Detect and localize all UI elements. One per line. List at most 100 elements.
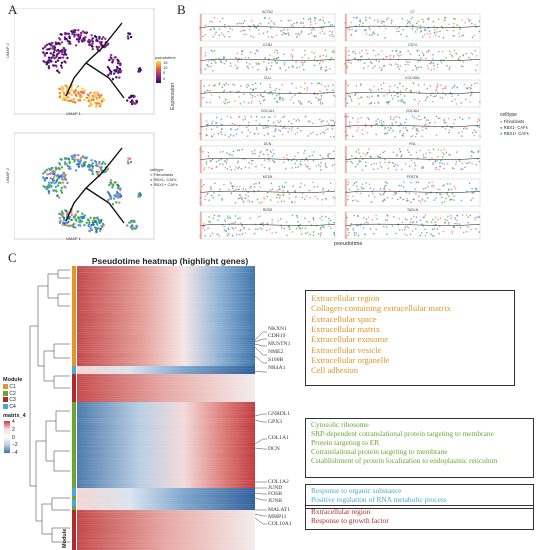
gene-label: GPX3 [268,418,282,425]
panel-b-label: B [177,2,186,17]
facet-title: CLU [264,76,271,80]
go-term: Rxtracellular region [311,507,371,516]
matrix-legend-title: matrix_4 [3,413,26,419]
facet-title: CCN2 [263,43,272,47]
matrix-ticks: 4 2 0 −2 −4 [12,419,18,458]
gene-label: MUSTN1 [268,340,291,347]
genes-c3: MALAT1 MMP11 COL10A1 [268,507,292,528]
go-term: Cytosolic ribosome [311,420,369,429]
gene-label: NME2 [268,348,284,355]
genes-c1: NKXN1 CDH19 MUSTN1 NME2 S100B NR4A1 [268,326,290,373]
tick: 2 [12,426,15,433]
go-term: Cell adhesion [311,365,359,376]
module-annotation-bar [72,266,76,550]
panel-a-umaps [14,8,155,240]
go-term: Cstablishment of protein localization to… [311,455,498,465]
go-term: Extracellular exosome [311,334,389,345]
panel-b-facets: ACTA2 C7 CCN2 CD74 CLU COL15A1 COL1A1 COL3A1 DCN… [199,10,481,240]
umap1-xlabel: UMAP 1 [66,111,81,116]
panel-a-label: A [8,2,18,17]
module-c4: C4 [3,404,16,411]
gene-label: DCN [268,445,280,452]
facet-title: RGS5 [263,208,272,212]
umap2-legend: ● Fibroblasts ● RBX1- CAFs ● RBX1+ CAFs [150,172,177,187]
go-term: Extracellular region [311,293,380,303]
legend-item-rbx1-pos: ● RBX1+ CAFs [150,182,178,187]
pseudotime-colorbar [156,61,161,83]
facet-title: DCN [264,142,272,146]
tick: 10 [163,65,168,71]
legend-item-rbx1-neg: ● RBX1- CAFs [150,177,177,182]
genes-c4: COL1A2 JUND FOSB JUNB [268,479,289,504]
go-box-c4: Response to organic substance Positive r… [305,484,534,509]
facet-frame [344,79,481,108]
go-box-c2: Cytosolic ribosome SRP-dependent cotrans… [305,418,534,478]
go-term: Response to growth factor [311,515,389,525]
heatmap-area [29,266,255,550]
tick: −4 [12,450,18,457]
tick: 0 [163,75,166,81]
gene-label: CDH19 [268,333,286,340]
umap1-ylabel: UMAP 2 [5,43,10,58]
facet-title: C7 [410,10,414,14]
panel-c-label: C [8,250,17,265]
umap2-ylabel: UMAP 2 [5,168,10,183]
legend-item-fibroblasts: ● Fibroblasts [150,172,174,177]
tick: −2 [12,442,18,449]
tick: 4 [12,419,15,425]
gene-label: NKXN1 [268,326,287,332]
module-axis-label: Module [62,528,68,548]
facet-frame [344,178,481,207]
go-term: Collagen-containing extracellular matrix [311,303,451,314]
go-term: Protein targeting to ER [311,437,380,447]
legend-item-rbx1-pos: ● RBX1+ CAFs [500,131,529,136]
gene-label: S100B [268,357,284,364]
umap-celltype [14,132,155,240]
matrix-colorbar [4,421,10,453]
umap1-legend-title: pseudotime [155,55,176,60]
umap1-legend-ticks: 15 10 5 0 [163,60,167,81]
gene-label: JUNB [268,497,282,504]
panel-b-xlabel: pseudotime [334,241,363,247]
heatmap-title: Pseudotime heatmap (highlight genes) [91,256,249,266]
facet-title: POSTN [407,175,419,179]
gene-label: NR4A1 [268,365,286,372]
facet-title: FN1 [409,142,416,146]
tick: 15 [163,60,168,65]
go-term: Extracellular matrix [311,323,380,334]
panel-b-legend: ● Fibroblasts ● RBX1- CAFs ● RBX1+ CAFs [500,119,529,137]
module-legend-title: Module [3,377,23,383]
legend-item-fibroblasts: ● Fibroblasts [500,119,525,124]
module-c2: C2 [3,391,16,398]
tick: 0 [12,434,15,441]
gene-label-leaders [255,331,267,525]
row-dendrogram [29,269,70,543]
go-term: Extracellular organelle [311,354,390,365]
go-box-c1: Extracellular region Collagen-containing… [305,290,515,386]
go-term: Positive regulation of RNA metabolic pro… [311,494,447,504]
gene-label: JUND [268,485,283,492]
go-term: Cotranslational protein targeting to mem… [311,446,448,456]
facet-title: ACTA2 [262,10,273,14]
umap2-legend-title: celltype [150,167,164,172]
gene-label: GNRDL1 [268,411,291,417]
umap-pseudotime [14,8,155,115]
gene-label: MMP11 [268,514,287,520]
module-c3: C3 [3,397,16,404]
facet-title: COL1A1 [261,109,274,113]
module-legend: C1 C2 C3 C4 [3,384,16,410]
panel-b-legend-title: celltype [500,112,517,118]
panel-b-ylabel: Expression [170,82,176,110]
tick: 5 [163,70,166,76]
go-term: SRP-dependent cotranslational protein ta… [311,428,494,438]
genes-c2: GNRDL1 GPX3 COL1A1 DCN [268,411,290,453]
legend-item-rbx1-neg: ● RBX1- CAFs [500,125,528,130]
go-term: Extracellular vesicle [311,344,382,355]
gene-label: COL1A1 [268,435,289,442]
go-term: Response to organic substance [311,486,402,495]
facet-title: CD74 [408,43,417,47]
gene-label: COL10A1 [268,521,292,527]
umap2-xlabel: UMAP 1 [66,236,81,241]
go-term: Extracellular space [311,313,377,324]
facet-frame [199,112,336,141]
